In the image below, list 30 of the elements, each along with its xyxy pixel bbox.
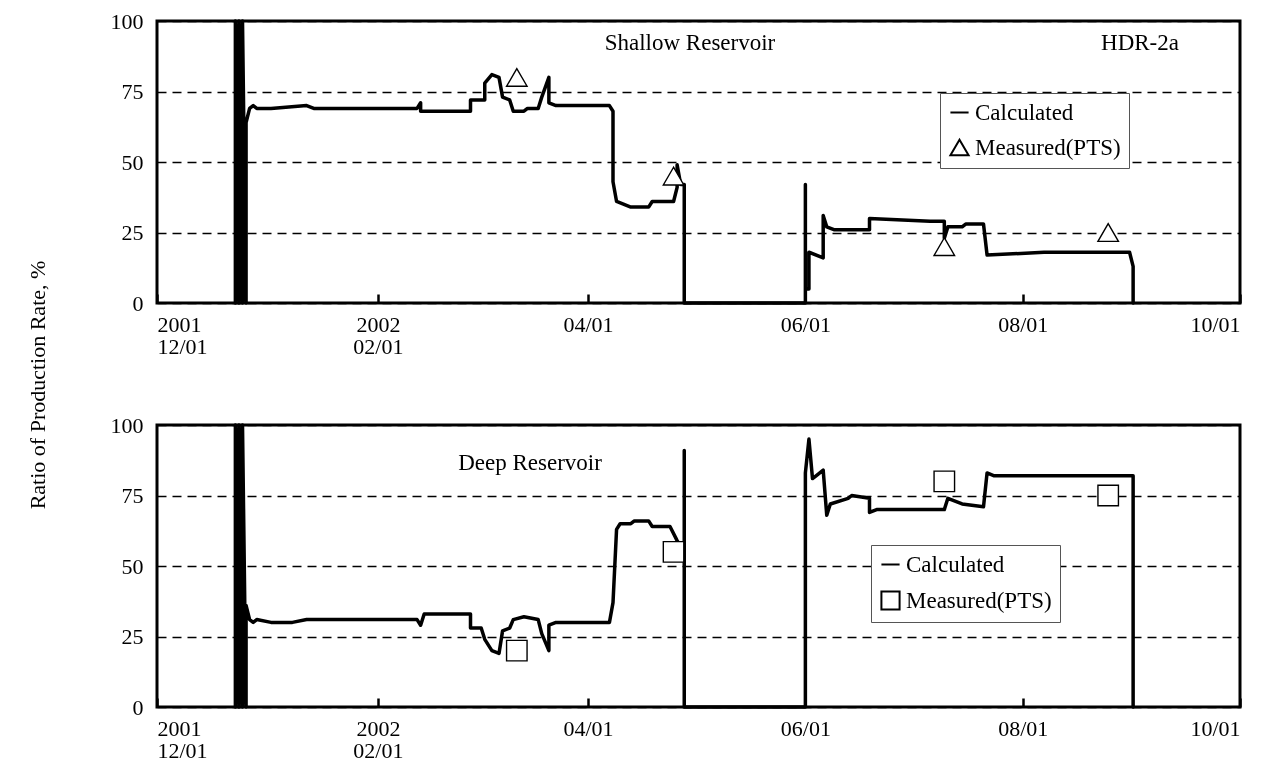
y-tick-label: 0: [132, 290, 144, 316]
x-tick-label: 06/01: [780, 715, 831, 741]
legend-label: Calculated: [906, 551, 1005, 577]
y-tick-label: 100: [110, 8, 144, 34]
y-tick-label: 50: [121, 553, 144, 579]
legend-label: Measured(PTS): [906, 587, 1052, 613]
y-tick-label: 0: [132, 694, 144, 720]
x-tick-label: 2002 02/01: [353, 311, 404, 359]
annotation: Shallow Reservoir: [604, 30, 776, 55]
x-tick-label: 08/01: [998, 311, 1049, 337]
x-tick-label: 2001 12/01: [157, 311, 208, 359]
y-tick-label: 25: [121, 624, 144, 649]
x-tick-label: 2002 02/01: [353, 715, 404, 763]
x-tick-label: 10/01: [1190, 715, 1241, 741]
x-tick-label: 2001 12/01: [157, 715, 208, 763]
y-tick-label: 75: [121, 483, 144, 508]
y-tick-label: 75: [121, 79, 144, 104]
legend-label: Calculated: [975, 99, 1074, 125]
y-tick-label: 50: [121, 149, 144, 175]
x-tick-label: 04/01: [563, 311, 614, 337]
x-tick-label: 06/01: [780, 311, 831, 337]
x-tick-label: 08/01: [998, 715, 1049, 741]
annotation: Deep Reservoir: [458, 450, 603, 475]
x-tick-label: 10/01: [1190, 311, 1241, 337]
y-tick-label: 25: [121, 220, 144, 245]
legend-label: Measured(PTS): [975, 134, 1121, 160]
y-axis-title: Ratio of Production Rate, %: [25, 260, 51, 510]
x-tick-label: 04/01: [563, 715, 614, 741]
annotation: HDR-2a: [1101, 30, 1179, 55]
y-tick-label: 100: [110, 412, 144, 438]
